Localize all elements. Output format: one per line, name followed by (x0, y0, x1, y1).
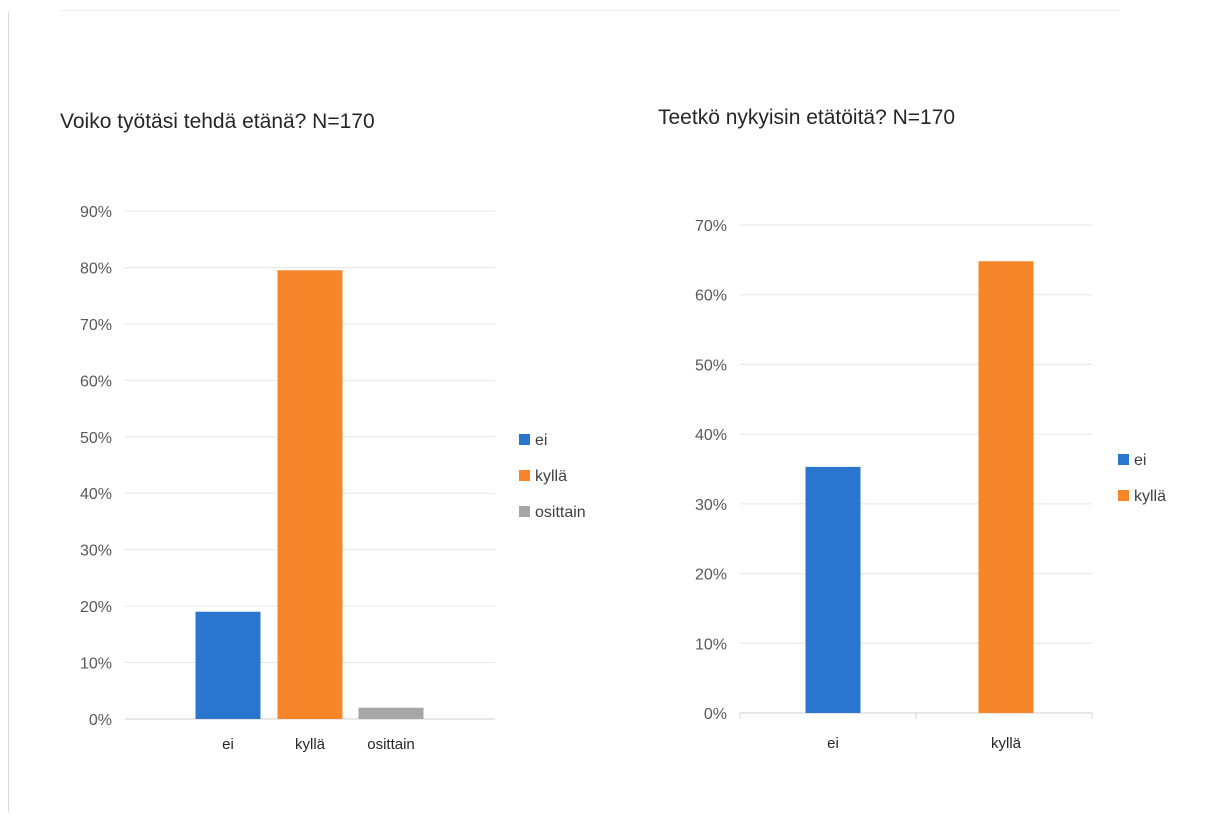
y-tick-label: 10% (80, 656, 112, 673)
legend-swatch (1118, 454, 1129, 465)
chart-title: Voiko työtäsi tehdä etänä? N=170 (60, 110, 375, 133)
legend-label: kyllä (535, 468, 567, 485)
y-tick-label: 30% (695, 497, 727, 514)
x-tick-label: kyllä (295, 736, 326, 753)
y-tick-label: 60% (80, 373, 112, 390)
y-tick-label: 20% (80, 599, 112, 616)
x-tick-label: kyllä (991, 735, 1022, 752)
y-tick-label: 0% (89, 712, 112, 729)
y-tick-label: 40% (695, 427, 727, 444)
page-left-border (8, 12, 9, 812)
page-top-border (60, 10, 1120, 11)
legend-label: kyllä (1134, 488, 1166, 505)
y-tick-label: 20% (695, 567, 727, 584)
y-tick-label: 0% (704, 706, 727, 723)
y-tick-label: 50% (80, 430, 112, 447)
legend-label: ei (535, 432, 547, 449)
bar-kyllä (277, 270, 343, 719)
y-tick-label: 50% (695, 357, 727, 374)
bar-ei (195, 611, 261, 719)
y-tick-label: 30% (80, 543, 112, 560)
y-tick-label: 40% (80, 486, 112, 503)
y-tick-label: 10% (695, 636, 727, 653)
y-tick-label: 70% (695, 218, 727, 235)
x-tick-label: ei (827, 735, 839, 752)
x-tick-label: ei (222, 736, 234, 753)
legend-swatch (1118, 490, 1129, 501)
chart-remote-possible: Voiko työtäsi tehdä etänä? N=170 0% 10% 20%… (60, 110, 586, 753)
y-tick-label: 90% (80, 204, 112, 221)
bar-ei (805, 466, 861, 713)
chart-title: Teetkö nykyisin etätöitä? N=170 (658, 106, 955, 129)
bar-kyllä (978, 261, 1034, 713)
legend-label: osittain (535, 504, 586, 521)
y-tick-label: 70% (80, 317, 112, 334)
legend-swatch (519, 506, 530, 517)
x-tick-label: osittain (367, 736, 415, 753)
y-tick-label: 60% (695, 288, 727, 305)
y-tick-label: 80% (80, 260, 112, 277)
legend-label: ei (1134, 452, 1146, 469)
legend-swatch (519, 434, 530, 445)
chart-remote-now: Teetkö nykyisin etätöitä? N=170 0% 10% 20% 3… (658, 106, 1166, 752)
bar-osittain (358, 707, 424, 719)
legend-swatch (519, 470, 530, 481)
